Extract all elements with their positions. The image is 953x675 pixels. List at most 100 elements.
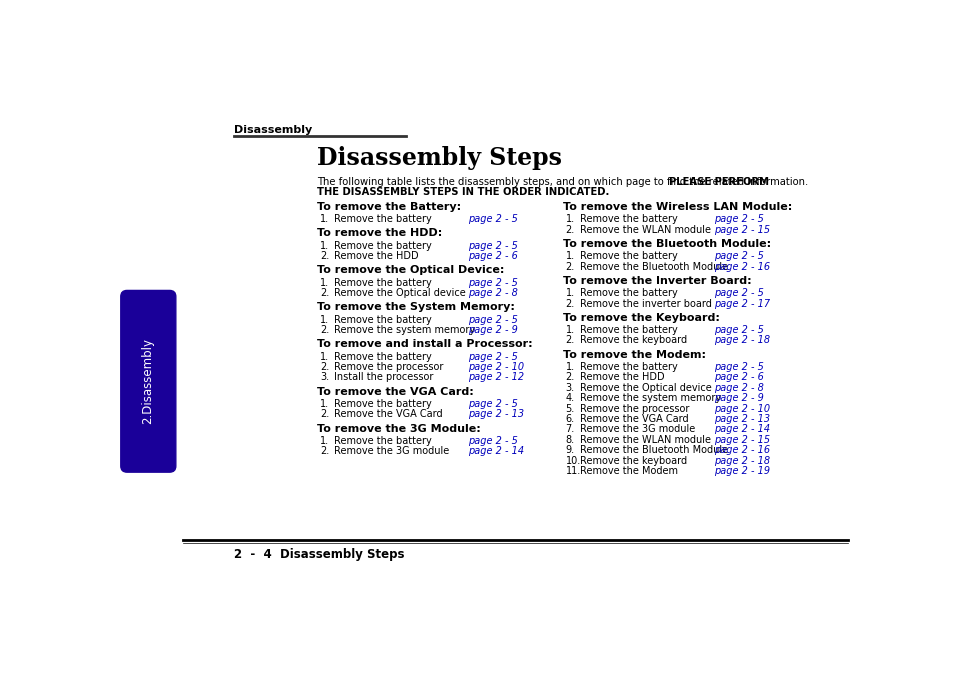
Text: 7.: 7. [565,425,575,435]
Text: To remove the Battery:: To remove the Battery: [316,202,460,212]
Text: Remove the HDD: Remove the HDD [579,373,663,383]
Text: 2.: 2. [565,298,575,308]
Text: page 2 - 5: page 2 - 5 [713,214,762,224]
Text: Remove the Modem: Remove the Modem [579,466,677,476]
Text: 8.: 8. [565,435,574,445]
Text: Remove the battery: Remove the battery [334,399,431,409]
Text: 3.: 3. [565,383,574,393]
Text: PLEASE PERFORM: PLEASE PERFORM [669,178,769,187]
Text: Remove the battery: Remove the battery [334,436,431,446]
Text: Disassembly Steps: Disassembly Steps [316,146,561,171]
Text: To remove and install a Processor:: To remove and install a Processor: [316,340,532,350]
Text: page 2 - 9: page 2 - 9 [713,394,762,403]
Text: To remove the System Memory:: To remove the System Memory: [316,302,515,313]
Text: page 2 - 5: page 2 - 5 [468,436,517,446]
Text: Remove the keyboard: Remove the keyboard [579,335,686,346]
Text: page 2 - 19: page 2 - 19 [713,466,769,476]
Text: Remove the Bluetooth Module: Remove the Bluetooth Module [579,262,727,271]
Text: Remove the battery: Remove the battery [579,288,677,298]
Text: To remove the Inverter Board:: To remove the Inverter Board: [562,276,750,286]
Text: THE DISASSEMBLY STEPS IN THE ORDER INDICATED.: THE DISASSEMBLY STEPS IN THE ORDER INDIC… [316,187,609,197]
Text: Remove the 3G module: Remove the 3G module [579,425,694,435]
Text: page 2 - 12: page 2 - 12 [468,373,523,383]
Text: Remove the battery: Remove the battery [334,277,431,288]
Text: page 2 - 5: page 2 - 5 [713,288,762,298]
Text: 1.: 1. [319,352,329,362]
Text: Disassembly: Disassembly [233,125,312,135]
Text: To remove the Optical Device:: To remove the Optical Device: [316,265,504,275]
Text: page 2 - 14: page 2 - 14 [713,425,769,435]
Text: page 2 - 6: page 2 - 6 [468,251,517,261]
Text: Remove the processor: Remove the processor [579,404,688,414]
Text: page 2 - 14: page 2 - 14 [468,446,523,456]
Text: 1.: 1. [565,325,574,335]
Text: To remove the Keyboard:: To remove the Keyboard: [562,313,719,323]
Text: page 2 - 8: page 2 - 8 [468,288,517,298]
Text: Remove the WLAN module: Remove the WLAN module [579,225,710,235]
Text: Remove the VGA Card: Remove the VGA Card [579,414,687,424]
Text: page 2 - 5: page 2 - 5 [468,399,517,409]
Text: page 2 - 17: page 2 - 17 [713,298,769,308]
Text: page 2 - 18: page 2 - 18 [713,456,769,466]
Text: page 2 - 13: page 2 - 13 [713,414,769,424]
Text: 2.: 2. [319,251,329,261]
Text: page 2 - 5: page 2 - 5 [468,352,517,362]
Text: Remove the WLAN module: Remove the WLAN module [579,435,710,445]
Text: Remove the battery: Remove the battery [334,214,431,224]
Text: 4.: 4. [565,394,574,403]
Text: 9.: 9. [565,446,574,455]
FancyBboxPatch shape [121,290,175,472]
Text: Remove the processor: Remove the processor [334,362,443,372]
Text: Remove the system memory: Remove the system memory [579,394,720,403]
Text: To remove the Modem:: To remove the Modem: [562,350,705,360]
Text: page 2 - 5: page 2 - 5 [468,241,517,251]
Text: page 2 - 18: page 2 - 18 [713,335,769,346]
Text: 2.: 2. [319,325,329,335]
Text: 1.: 1. [565,288,574,298]
Text: page 2 - 15: page 2 - 15 [713,435,769,445]
Text: To remove the HDD:: To remove the HDD: [316,228,441,238]
Text: Install the processor: Install the processor [334,373,433,383]
Text: 1.: 1. [319,214,329,224]
Text: 1.: 1. [319,315,329,325]
Text: page 2 - 16: page 2 - 16 [713,446,769,455]
Text: Remove the Bluetooth Module: Remove the Bluetooth Module [579,446,727,455]
Text: page 2 - 5: page 2 - 5 [468,277,517,288]
Text: 2.: 2. [319,446,329,456]
Text: To remove the 3G Module:: To remove the 3G Module: [316,424,480,433]
Text: 5.: 5. [565,404,575,414]
Text: Remove the Optical device: Remove the Optical device [334,288,465,298]
Text: 2  -  4  Disassembly Steps: 2 - 4 Disassembly Steps [233,548,404,562]
Text: 2.: 2. [319,410,329,419]
Text: Remove the Optical device: Remove the Optical device [579,383,711,393]
Text: To remove the Wireless LAN Module:: To remove the Wireless LAN Module: [562,202,791,212]
Text: Remove the battery: Remove the battery [334,315,431,325]
Text: page 2 - 5: page 2 - 5 [713,362,762,372]
Text: 1.: 1. [319,241,329,251]
Text: 2.: 2. [319,362,329,372]
Text: page 2 - 8: page 2 - 8 [713,383,762,393]
Text: Remove the HDD: Remove the HDD [334,251,418,261]
Text: page 2 - 5: page 2 - 5 [468,315,517,325]
Text: 6.: 6. [565,414,574,424]
Text: Remove the VGA Card: Remove the VGA Card [334,410,442,419]
Text: Remove the battery: Remove the battery [334,241,431,251]
Text: 2.: 2. [319,288,329,298]
Text: page 2 - 5: page 2 - 5 [713,251,762,261]
Text: page 2 - 5: page 2 - 5 [468,214,517,224]
Text: Remove the battery: Remove the battery [579,214,677,224]
Text: page 2 - 13: page 2 - 13 [468,410,523,419]
Text: Remove the battery: Remove the battery [579,362,677,372]
Text: 2.: 2. [565,262,575,271]
Text: 1.: 1. [319,399,329,409]
Text: page 2 - 6: page 2 - 6 [713,373,762,383]
Text: The following table lists the disassembly steps, and on which page to find the r: The following table lists the disassembl… [316,178,810,187]
Text: page 2 - 5: page 2 - 5 [713,325,762,335]
Text: 2.: 2. [565,373,575,383]
Text: Remove the battery: Remove the battery [334,352,431,362]
Text: To remove the VGA Card:: To remove the VGA Card: [316,387,473,397]
Text: Remove the inverter board: Remove the inverter board [579,298,711,308]
Text: Remove the system memory: Remove the system memory [334,325,475,335]
Text: page 2 - 15: page 2 - 15 [713,225,769,235]
Text: 1.: 1. [319,277,329,288]
